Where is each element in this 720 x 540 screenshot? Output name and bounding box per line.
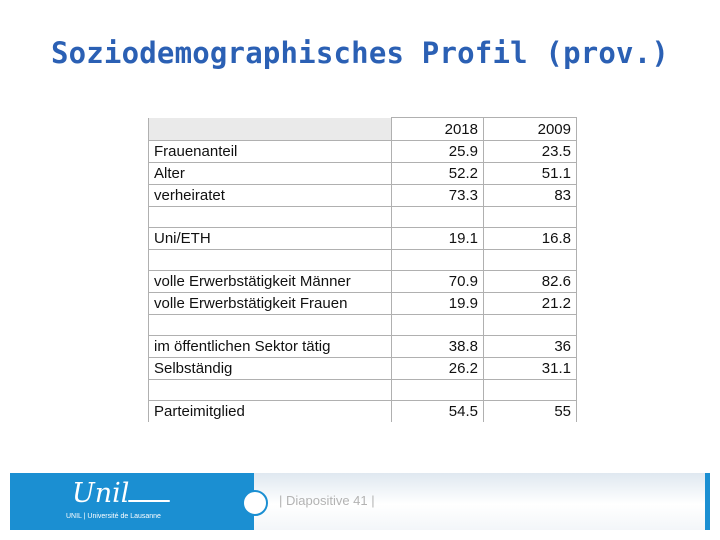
spacer-row bbox=[148, 314, 577, 336]
table-row: im öffentlichen Sektor tätig 38.8 36 bbox=[148, 335, 577, 358]
footer-light-band bbox=[252, 473, 710, 530]
slide-number: | Diapositive 41 | bbox=[279, 493, 375, 508]
row-label: Parteimitglied bbox=[148, 400, 392, 422]
value-2018: 73.3 bbox=[391, 184, 484, 207]
table-row: volle Erwerbstätigkeit Männer 70.9 82.6 bbox=[148, 270, 577, 293]
footer-circle-icon bbox=[242, 490, 268, 516]
header-2009: 2009 bbox=[483, 117, 577, 141]
value-2009: 21.2 bbox=[483, 292, 577, 315]
row-label: Frauenanteil bbox=[148, 140, 392, 163]
value-2009: 23.5 bbox=[483, 140, 577, 163]
value-2018: 26.2 bbox=[391, 357, 484, 380]
value-2009: 83 bbox=[483, 184, 577, 207]
value-2018: 19.1 bbox=[391, 227, 484, 250]
value-2009: 16.8 bbox=[483, 227, 577, 250]
spacer-row bbox=[148, 249, 577, 271]
value-2018: 52.2 bbox=[391, 162, 484, 185]
profile-table: 2018 2009 Frauenanteil 25.9 23.5 Alter 5… bbox=[148, 117, 577, 422]
table-row: Frauenanteil 25.9 23.5 bbox=[148, 140, 577, 163]
table-row: Parteimitglied 54.5 55 bbox=[148, 400, 577, 422]
slide-title: Soziodemographisches Profil (prov.) bbox=[50, 36, 670, 70]
spacer-row bbox=[148, 379, 577, 401]
table-header-row: 2018 2009 bbox=[148, 117, 577, 141]
table-row: Selbständig 26.2 31.1 bbox=[148, 357, 577, 380]
value-2018: 54.5 bbox=[391, 400, 484, 422]
spacer-row bbox=[148, 206, 577, 228]
institution-label: UNIL | Université de Lausanne bbox=[66, 513, 161, 520]
row-label: Uni/ETH bbox=[148, 227, 392, 250]
value-2009: 55 bbox=[483, 400, 577, 422]
logo-underline bbox=[128, 500, 170, 502]
header-2018: 2018 bbox=[391, 117, 484, 141]
value-2018: 38.8 bbox=[391, 335, 484, 358]
table-row: Uni/ETH 19.1 16.8 bbox=[148, 227, 577, 250]
row-label: verheiratet bbox=[148, 184, 392, 207]
table-row: verheiratet 73.3 83 bbox=[148, 184, 577, 207]
unil-logo: Unil bbox=[72, 478, 130, 509]
row-label: Alter bbox=[148, 162, 392, 185]
value-2018: 70.9 bbox=[391, 270, 484, 293]
footer-bar: Unil UNIL | Université de Lausanne | Dia… bbox=[10, 473, 710, 530]
row-label: im öffentlichen Sektor tätig bbox=[148, 335, 392, 358]
header-label-cell bbox=[148, 117, 392, 141]
table-row: volle Erwerbstätigkeit Frauen 19.9 21.2 bbox=[148, 292, 577, 315]
row-label: Selbständig bbox=[148, 357, 392, 380]
row-label: volle Erwerbstätigkeit Frauen bbox=[148, 292, 392, 315]
value-2009: 36 bbox=[483, 335, 577, 358]
value-2009: 82.6 bbox=[483, 270, 577, 293]
value-2018: 19.9 bbox=[391, 292, 484, 315]
value-2009: 51.1 bbox=[483, 162, 577, 185]
value-2009: 31.1 bbox=[483, 357, 577, 380]
row-label: volle Erwerbstätigkeit Männer bbox=[148, 270, 392, 293]
value-2018: 25.9 bbox=[391, 140, 484, 163]
table-row: Alter 52.2 51.1 bbox=[148, 162, 577, 185]
footer-right-strip bbox=[705, 473, 710, 530]
